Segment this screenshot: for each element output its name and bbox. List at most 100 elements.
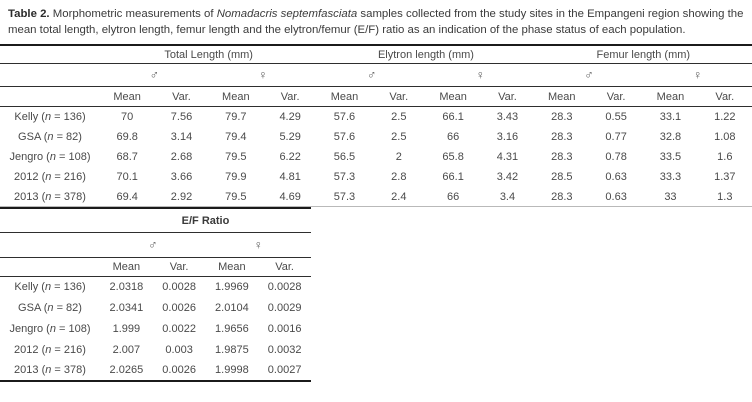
stat-header-var: Var.: [152, 257, 206, 277]
table-caption-text-before-species: Morphometric measurements of: [49, 8, 217, 20]
value-cell: 4.81: [279, 170, 301, 183]
value-cell: 57.6: [333, 130, 356, 143]
value-cell: 0.0028: [267, 281, 302, 294]
value-cell: 7.56: [170, 111, 193, 124]
value-cell: 33.1: [659, 111, 682, 124]
table-caption: Table 2. Morphometric measurements of No…: [0, 0, 752, 39]
sex-header-row: ♂ ♀ ♂ ♀ ♂ ♀: [0, 63, 752, 88]
female-symbol: ♀: [208, 63, 318, 88]
table-row-jengro: Jengro (n = 108) 68.7 2.68 79.5 6.22 56.…: [0, 147, 752, 167]
male-symbol: ♂: [100, 63, 209, 88]
stat-header-var: Var.: [154, 86, 209, 108]
value-cell: 32.8: [659, 130, 682, 143]
value-cell: 66.1: [442, 170, 464, 183]
value-cell: 66.1: [442, 111, 464, 124]
value-cell: 1.08: [714, 130, 736, 143]
value-cell: 2.0318: [109, 281, 144, 294]
stat-header-mean: Mean: [643, 86, 698, 108]
table-caption-text-after-species: samples collected from the study sites i…: [8, 8, 744, 36]
value-cell: 1.9656: [215, 322, 249, 335]
value-cell: 2.5: [391, 111, 407, 124]
value-cell: 57.6: [333, 111, 356, 124]
value-cell: 0.0026: [162, 364, 196, 377]
table-row-gsa: GSA (n = 82) 2.0341 0.0026 2.0104 0.0029: [0, 297, 311, 318]
value-cell: 0.63: [605, 170, 627, 183]
value-cell: 2.0104: [215, 301, 249, 314]
value-cell: 0.0026: [162, 301, 196, 314]
female-symbol: ♀: [205, 232, 311, 258]
value-cell: 2.5: [391, 130, 407, 143]
table-row-2013: 2013 (n = 378) 69.4 2.92 79.5 4.69 57.3 …: [0, 187, 752, 207]
value-cell: 69.8: [116, 130, 138, 143]
value-cell: 66: [447, 130, 460, 143]
value-cell: 5.29: [279, 130, 301, 143]
value-cell: 6.22: [279, 150, 301, 163]
row-label: GSA (n = 82): [18, 301, 82, 314]
corner-cell: [0, 232, 100, 258]
stat-header-mean: Mean: [317, 86, 372, 108]
value-cell: 2.8: [391, 170, 407, 183]
value-cell: 0.0029: [267, 301, 302, 314]
value-cell: 4.31: [496, 150, 519, 163]
ef-ratio-table: E/F Ratio ♂ ♀ Mean Var. Mean Var. Kelly …: [0, 207, 311, 383]
corner-cell: [0, 44, 100, 65]
stat-header-mean: Mean: [425, 86, 481, 108]
value-cell: 0.55: [605, 111, 627, 124]
value-cell: 68.7: [116, 150, 138, 163]
table-caption-label: Table 2.: [8, 8, 50, 20]
value-cell: 0.0028: [162, 281, 196, 294]
value-cell: 3.14: [170, 130, 193, 143]
value-cell: 69.4: [116, 190, 138, 203]
value-cell: 1.9875: [215, 343, 249, 356]
value-cell: 56.5: [333, 150, 356, 163]
row-label: 2013 (n = 378): [14, 364, 86, 377]
group-header-total-length: Total Length (mm): [100, 44, 318, 65]
row-label: GSA (n = 82): [18, 130, 82, 143]
value-cell: 3.16: [496, 130, 519, 143]
female-symbol: ♀: [425, 63, 535, 88]
value-cell: 1.9998: [215, 364, 249, 377]
table-row-2012: 2012 (n = 216) 70.1 3.66 79.9 4.81 57.3 …: [0, 167, 752, 187]
value-cell: 79.5: [225, 190, 247, 203]
stat-header-mean: Mean: [205, 257, 259, 277]
value-cell: 70.1: [116, 170, 138, 183]
value-cell: 28.3: [551, 190, 573, 203]
ratio-table-title: E/F Ratio: [100, 208, 311, 233]
group-header-femur-length: Femur length (mm): [534, 44, 752, 65]
value-cell: 33.5: [659, 150, 682, 163]
corner-cell: [0, 208, 100, 233]
table-row-2013: 2013 (n = 378) 2.0265 0.0026 1.9998 0.00…: [0, 360, 311, 381]
group-header-elytron-length: Elytron length (mm): [317, 44, 535, 65]
value-cell: 79.5: [225, 150, 247, 163]
row-label: Jengro (n = 108): [9, 150, 91, 163]
stat-header-row: Mean Var. Mean Var. Mean Var. Mean Var. …: [0, 86, 752, 108]
group-header-row: Total Length (mm) Elytron length (mm) Fe…: [0, 44, 752, 65]
male-symbol: ♂: [534, 63, 644, 88]
corner-cell: [0, 63, 100, 88]
value-cell: 33: [664, 190, 677, 203]
value-cell: 28.3: [551, 150, 573, 163]
value-cell: 66: [447, 190, 460, 203]
value-cell: 2.0265: [109, 364, 144, 377]
value-cell: 57.3: [333, 190, 356, 203]
value-cell: 70: [121, 111, 134, 124]
stat-header-var: Var.: [262, 86, 318, 108]
value-cell: 28.3: [551, 130, 573, 143]
stat-header-mean: Mean: [100, 257, 153, 277]
value-cell: 1.999: [112, 322, 141, 335]
value-cell: 4.29: [279, 111, 301, 124]
value-cell: 0.0022: [162, 322, 196, 335]
value-cell: 2.92: [170, 190, 193, 203]
stat-header-mean: Mean: [208, 86, 263, 108]
stat-header-var: Var.: [697, 86, 752, 108]
value-cell: 3.42: [496, 170, 519, 183]
stat-header-var: Var.: [258, 257, 311, 277]
stat-header-var: Var.: [480, 86, 535, 108]
corner-cell: [0, 257, 100, 277]
value-cell: 0.0032: [267, 343, 302, 356]
value-cell: 33.3: [659, 170, 682, 183]
table-row-jengro: Jengro (n = 108) 1.999 0.0022 1.9656 0.0…: [0, 318, 311, 339]
value-cell: 0.77: [605, 130, 627, 143]
stat-header-mean: Mean: [534, 86, 589, 108]
value-cell: 3.43: [496, 111, 519, 124]
